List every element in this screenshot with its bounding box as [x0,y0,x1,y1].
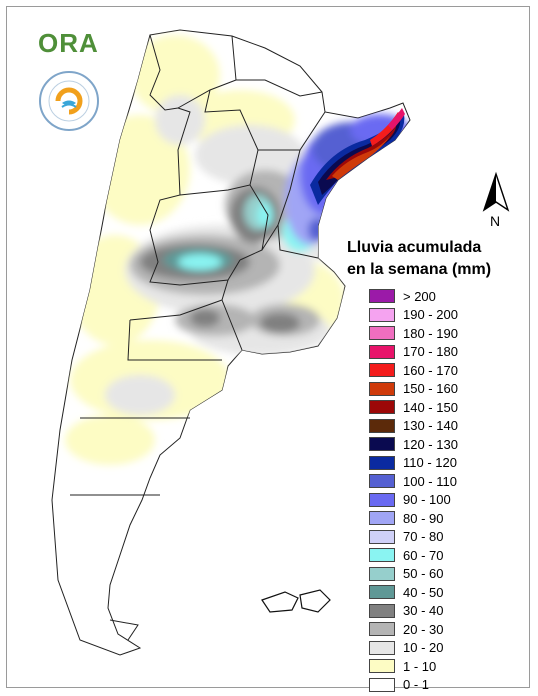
legend-swatch [369,474,395,489]
legend-label: 90 - 100 [403,492,451,508]
legend-title-line1: Lluvia acumulada [347,239,482,256]
legend-item: 90 - 100 [369,491,458,510]
legend-item: 130 - 140 [369,417,458,436]
legend-swatch [369,437,395,452]
legend-swatch [369,529,395,544]
legend-swatch [369,381,395,396]
legend-swatch [369,511,395,526]
legend-label: 30 - 40 [403,603,444,619]
legend-swatch [369,548,395,563]
legend-label: 80 - 90 [403,510,444,526]
legend-label: 100 - 110 [403,473,457,489]
legend-label: 140 - 150 [403,399,458,415]
legend-item: 1 - 10 [369,657,458,676]
legend-item: 10 - 20 [369,639,458,658]
rainfall-max-band [310,108,405,205]
rainfall-fields [65,35,410,465]
legend-swatch [369,677,395,692]
legend-label: 0 - 1 [403,677,430,693]
legend-item: 150 - 160 [369,380,458,399]
legend-label: 50 - 60 [403,566,444,582]
legend-label: 110 - 120 [403,455,457,471]
legend-label: 170 - 180 [403,344,458,360]
legend-item: 70 - 80 [369,528,458,547]
legend-item: 160 - 170 [369,361,458,380]
legend-label: 70 - 80 [403,529,444,545]
legend-swatch [369,326,395,341]
legend-swatch [369,363,395,378]
legend-swatch [369,622,395,637]
legend-swatch [369,418,395,433]
legend-label: > 200 [403,288,436,304]
legend-item: 20 - 30 [369,620,458,639]
legend-item: 170 - 180 [369,343,458,362]
legend-item: 100 - 110 [369,472,458,491]
legend-item: 30 - 40 [369,602,458,621]
north-arrow-icon [482,171,510,212]
legend-swatch [369,492,395,507]
legend-item: 110 - 120 [369,454,458,473]
legend-item: 140 - 150 [369,398,458,417]
legend-swatch [369,603,395,618]
legend-label: 40 - 50 [403,584,444,600]
legend-item: 50 - 60 [369,565,458,584]
legend-item: > 200 [369,287,458,306]
legend-swatch [369,289,395,304]
legend-title: Lluvia acumulada en la semana (mm) [347,237,491,281]
legend-label: 120 - 130 [403,436,458,452]
legend-item: 60 - 70 [369,546,458,565]
legend-label: 180 - 190 [403,325,458,341]
legend-label: 190 - 200 [403,307,458,323]
legend: > 200 190 - 200 180 - 190 170 - 180 160 - 17… [369,287,458,694]
legend-label: 1 - 10 [403,658,437,674]
legend-label: 60 - 70 [403,547,444,563]
legend-swatch [369,585,395,600]
legend-item: 40 - 50 [369,583,458,602]
legend-swatch [369,640,395,655]
legend-swatch [369,566,395,581]
legend-item: 80 - 90 [369,509,458,528]
ora-logo: ORA [38,28,99,58]
legend-swatch [369,659,395,674]
north-label: N [490,213,501,229]
legend-label: 130 - 140 [403,418,458,434]
province-borders [70,34,326,641]
legend-title-line2: en la semana (mm) [347,261,492,278]
legend-item: 120 - 130 [369,435,458,454]
legend-label: 150 - 160 [403,381,458,397]
legend-swatch [369,455,395,470]
legend-label: 20 - 30 [403,621,444,637]
legend-swatch [369,307,395,322]
legend-item: 190 - 200 [369,306,458,325]
legend-label: 160 - 170 [403,362,458,378]
smn-seal-icon [39,71,99,131]
legend-swatch [369,344,395,359]
legend-item: 0 - 1 [369,676,458,695]
legend-item: 180 - 190 [369,324,458,343]
malvinas-islands [261,589,331,613]
legend-label: 10 - 20 [403,640,444,656]
legend-swatch [369,400,395,415]
